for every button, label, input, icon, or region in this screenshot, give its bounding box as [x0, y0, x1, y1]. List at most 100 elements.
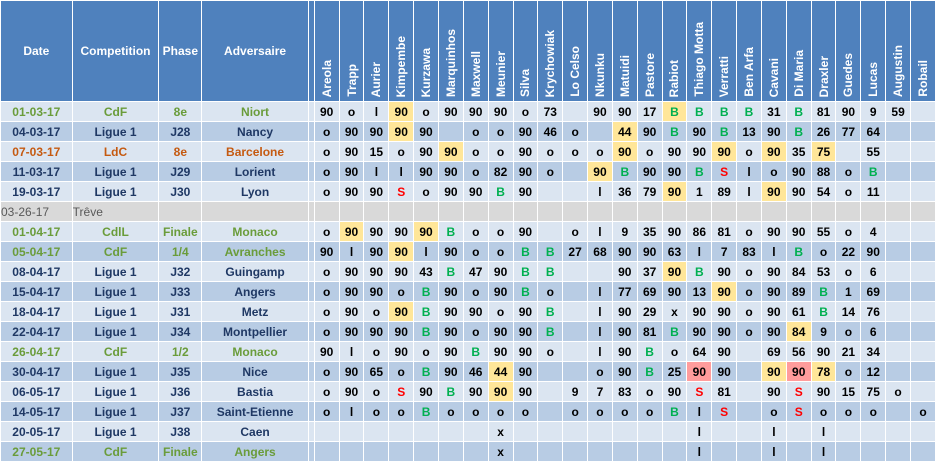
col-header-player[interactable]: Cavani	[760, 0, 787, 102]
minutes-cell: 90	[388, 261, 415, 282]
minutes-cell	[910, 301, 936, 322]
competition-cell: CdF	[71, 341, 160, 362]
minutes-cell: 90	[437, 341, 464, 362]
col-header-player[interactable]: Silva	[512, 0, 539, 102]
minutes-cell	[313, 441, 340, 462]
minutes-cell: 90	[611, 361, 638, 382]
table-row[interactable]: 06-05-17 Ligue 1 J36 Bastia o 90 o S 90 B 90 90 90 9 7…	[0, 381, 936, 402]
minutes-cell	[512, 421, 539, 442]
minutes-cell	[736, 421, 762, 442]
minutes-cell: 90	[785, 161, 812, 182]
minutes-cell: o	[313, 161, 340, 182]
minutes-cell: 55	[860, 141, 887, 162]
minutes-cell: B	[661, 321, 688, 342]
player-name: Meunier	[493, 50, 508, 97]
col-header-player[interactable]: Lo Celso	[562, 0, 589, 102]
col-header-player[interactable]: Di Maria	[785, 0, 812, 102]
table-row[interactable]: 03-26-17 Trêve	[0, 201, 936, 222]
minutes-cell: B	[437, 221, 464, 242]
minutes-cell	[910, 101, 936, 122]
table-row[interactable]: 22-04-17 Ligue 1 J34 Montpellier o 90 90 90 B 90 o…	[0, 321, 936, 342]
table-row[interactable]: 04-03-17 Ligue 1 J28 Nancy o 90 90 90 90 o o 90 46 o 4…	[0, 121, 936, 142]
phase-cell: J32	[158, 261, 203, 282]
opponent-cell: Lorient	[201, 161, 309, 182]
col-header-player[interactable]: Rabiot	[661, 0, 688, 102]
minutes-cell: 55	[810, 221, 837, 242]
minutes-cell: 90	[338, 121, 365, 142]
col-header-player[interactable]: Areola	[313, 0, 340, 102]
minutes-cell: 90	[711, 341, 738, 362]
table-row[interactable]: 07-03-17 LdC 8e Barcelone o 90 15 o 90 90 o o 90 o o o 9…	[0, 141, 936, 162]
col-header-player[interactable]: Maxwell	[462, 0, 489, 102]
date-cell: 30-04-17	[0, 361, 73, 382]
minutes-cell: o	[736, 281, 762, 302]
minutes-cell	[611, 201, 638, 222]
col-header-player[interactable]: Ben Arfa	[736, 0, 762, 102]
col-header-player[interactable]: Pastore	[636, 0, 663, 102]
col-header-competition[interactable]: Competition	[71, 0, 160, 102]
col-header-player[interactable]: Meunier	[487, 0, 514, 102]
minutes-cell: o	[860, 401, 887, 422]
minutes-cell	[760, 201, 787, 222]
minutes-cell: o	[661, 341, 688, 362]
col-header-player[interactable]: Kurzawa	[413, 0, 439, 102]
minutes-cell: 90	[686, 361, 713, 382]
table-row[interactable]: 08-04-17 Ligue 1 J32 Guingamp o 90 90 90 43 B 47 90…	[0, 261, 936, 282]
col-header-player[interactable]: Nkunku	[587, 0, 613, 102]
col-header-player[interactable]: Robail	[910, 0, 936, 102]
phase-cell: 8e	[158, 101, 203, 122]
minutes-cell	[885, 341, 911, 362]
col-header-player[interactable]: Matuidi	[611, 0, 638, 102]
minutes-cell: 6	[860, 321, 887, 342]
col-header-date[interactable]: Date	[0, 0, 73, 102]
minutes-cell	[785, 441, 812, 462]
col-header-player[interactable]: Marquinhos	[437, 0, 464, 102]
minutes-cell: 81	[711, 221, 738, 242]
table-row[interactable]: 11-03-17 Ligue 1 J29 Lorient o 90 l l 90 90 o 82 90 o…	[0, 161, 936, 182]
col-header-player[interactable]: Draxler	[810, 0, 837, 102]
col-header-player[interactable]: Lucas	[860, 0, 887, 102]
minutes-cell: 13	[736, 121, 762, 142]
minutes-cell: 4	[860, 221, 887, 242]
table-row[interactable]: 20-05-17 Ligue 1 J38 Caen x l l l	[0, 421, 936, 442]
minutes-cell: 90	[338, 321, 365, 342]
col-header-player[interactable]: Aurier	[363, 0, 390, 102]
col-header-player[interactable]: Guedes	[835, 0, 862, 102]
col-header-player[interactable]: Krychowiak	[537, 0, 564, 102]
date-cell: 11-03-17	[0, 161, 73, 182]
minutes-cell: 90	[487, 381, 514, 402]
minutes-cell: B	[487, 181, 514, 202]
minutes-cell: B	[537, 261, 564, 282]
minutes-cell: 90	[388, 301, 415, 322]
minutes-cell: 81	[636, 321, 663, 342]
minutes-cell: 90	[487, 261, 514, 282]
minutes-cell: o	[363, 341, 390, 362]
table-row[interactable]: 01-03-17 CdF 8e Niort 90 o l 90 o 90 90 90 o 73 90 90 17…	[0, 101, 936, 122]
col-header-player[interactable]: Thiago Motta	[686, 0, 713, 102]
minutes-cell	[562, 161, 589, 182]
minutes-cell: o	[810, 401, 837, 422]
col-header-opponent[interactable]: Adversaire	[201, 0, 309, 102]
phase-cell: Finale	[158, 441, 203, 462]
col-header-player[interactable]: Augustin	[885, 0, 911, 102]
table-row[interactable]: 30-04-17 Ligue 1 J35 Nice o 90 65 o B 90 46 44 90 o 90…	[0, 361, 936, 382]
minutes-cell: l	[686, 241, 713, 262]
table-row[interactable]: 27-05-17 CdF Finale Angers x l l l	[0, 441, 936, 462]
minutes-cell: 90	[413, 221, 439, 242]
minutes-cell	[736, 361, 762, 382]
col-header-player[interactable]: Kimpembe	[388, 0, 415, 102]
col-header-player[interactable]: Verratti	[711, 0, 738, 102]
minutes-cell: 90	[512, 121, 539, 142]
minutes-cell: 90	[487, 281, 514, 302]
minutes-cell	[537, 381, 564, 402]
table-row[interactable]: 05-04-17 CdF 1/4 Avranches 90 l 90 90 l 90 o o B B 27 6…	[0, 241, 936, 262]
col-header-phase[interactable]: Phase	[158, 0, 203, 102]
date-cell: 14-05-17	[0, 401, 73, 422]
col-header-player[interactable]: Trapp	[338, 0, 365, 102]
